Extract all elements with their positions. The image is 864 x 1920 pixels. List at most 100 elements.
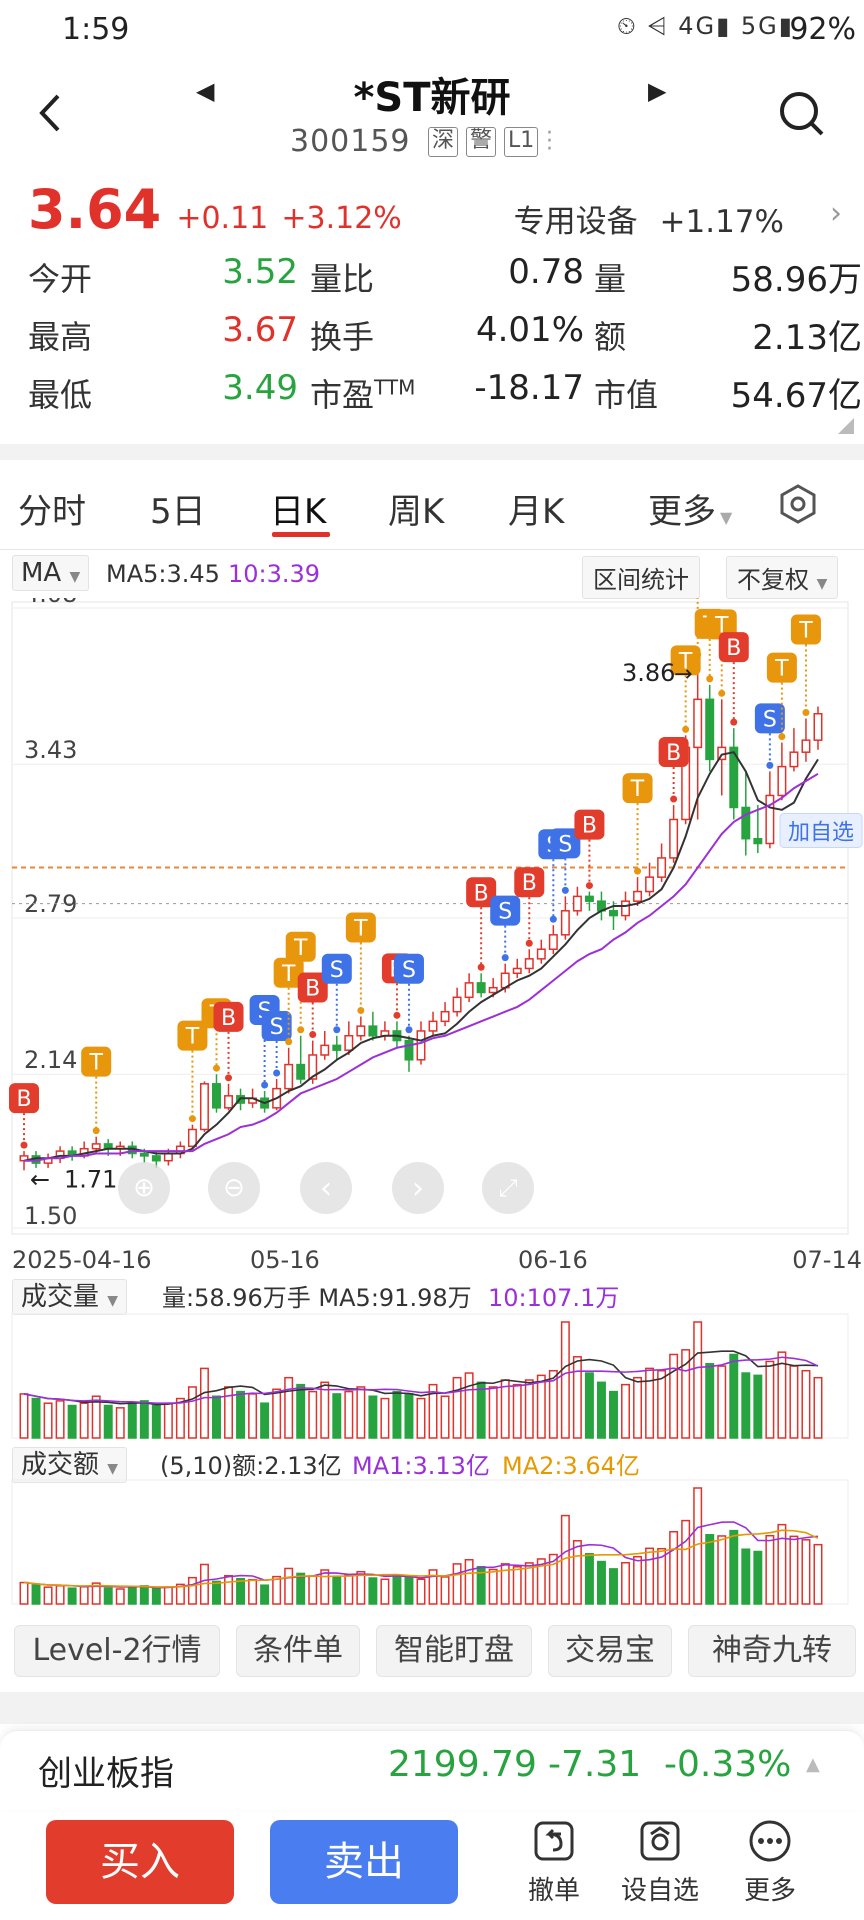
expand-up-icon[interactable]: ▲ bbox=[806, 1754, 820, 1775]
adjust-dropdown[interactable]: 不复权 ▼ bbox=[726, 556, 839, 599]
tab-more[interactable]: 更多 ▼ bbox=[648, 484, 732, 533]
volume-stats: 量:58.96万手 MA5:91.98万 bbox=[162, 1284, 472, 1312]
candle-body bbox=[693, 698, 703, 749]
volume-bar bbox=[248, 1393, 258, 1439]
signal-dot bbox=[634, 867, 642, 875]
volume-bar bbox=[332, 1393, 342, 1439]
pe-label: 市盈TTM bbox=[310, 370, 440, 416]
candle-body bbox=[163, 1152, 173, 1162]
expand-corner-icon[interactable] bbox=[838, 418, 854, 434]
scroll-left-icon bbox=[300, 1162, 352, 1214]
add-watch-label: 加自选 bbox=[788, 820, 854, 845]
signal-badge bbox=[177, 1020, 208, 1051]
volume-bar bbox=[440, 1395, 450, 1439]
amount-bar bbox=[79, 1586, 89, 1605]
signal-dot bbox=[405, 1026, 413, 1034]
candle-body bbox=[139, 1152, 149, 1157]
tab-daily-k[interactable]: 日K bbox=[270, 492, 327, 532]
more-icon bbox=[749, 1820, 791, 1862]
tab-smart-watch[interactable]: 智能盯盘 bbox=[376, 1625, 532, 1677]
amount-button[interactable]: 成交额 ▼ bbox=[12, 1447, 128, 1483]
index-name: 创业板指 bbox=[38, 1754, 174, 1794]
more-button[interactable]: 更多 bbox=[722, 1818, 818, 1907]
signal-badge-label: T bbox=[293, 936, 308, 961]
buy-button[interactable]: 买入 bbox=[46, 1820, 234, 1904]
ma-button[interactable]: MA ▼ bbox=[12, 555, 90, 591]
tab-weekly-k[interactable]: 周K bbox=[388, 492, 445, 532]
sell-button[interactable]: 卖出 bbox=[270, 1820, 458, 1904]
sector-link[interactable]: 专用设备 +1.17% bbox=[514, 196, 784, 241]
x-tick-label: 07-14 bbox=[792, 1246, 862, 1274]
signal-dot bbox=[273, 1069, 281, 1077]
prev-stock-icon[interactable]: ◀ bbox=[196, 77, 215, 105]
caret-down-icon: ▼ bbox=[107, 1461, 119, 1477]
range-stats-button[interactable]: 区间统计 bbox=[582, 556, 700, 599]
more-dots-icon[interactable]: · · · bbox=[546, 121, 553, 162]
amount-bar bbox=[356, 1570, 366, 1605]
tab-intraday[interactable]: 分时 bbox=[18, 492, 86, 532]
volume-bar bbox=[67, 1404, 77, 1439]
volume-dropdown[interactable]: 成交量 ▼ bbox=[12, 1276, 128, 1315]
tab-5day[interactable]: 5日 bbox=[150, 492, 206, 532]
signal-badge-label: S bbox=[498, 900, 512, 925]
candlestick-chart[interactable]: 4.083.432.792.141.50BTTTBSSTTBSTBSBSBSSB… bbox=[0, 598, 864, 1318]
settings-hex-icon[interactable] bbox=[778, 484, 818, 528]
zoom-out-glyph: ⊖ bbox=[223, 1173, 245, 1203]
amount-bar bbox=[572, 1540, 582, 1605]
volume-bar bbox=[344, 1390, 354, 1439]
signal-badge bbox=[766, 652, 797, 683]
tab-condition-order[interactable]: 条件单 bbox=[236, 1625, 360, 1677]
volume-bar bbox=[801, 1369, 811, 1439]
amount-bar bbox=[404, 1577, 414, 1605]
low-annotation-arrow: ← bbox=[30, 1166, 50, 1194]
y-tick-label: 2.14 bbox=[24, 1046, 77, 1074]
amount-bar bbox=[308, 1575, 318, 1605]
candle-body bbox=[476, 982, 486, 994]
volume-bar bbox=[236, 1390, 246, 1439]
candle-body bbox=[765, 794, 775, 845]
next-stock-icon[interactable]: ▶ bbox=[648, 77, 667, 105]
candle-body bbox=[151, 1155, 161, 1162]
amount-bar bbox=[380, 1578, 390, 1605]
tab-trade-treasure[interactable]: 交易宝 bbox=[548, 1625, 672, 1677]
volume-bar bbox=[79, 1402, 89, 1439]
signal-badge-label: B bbox=[474, 881, 489, 906]
candle-body bbox=[320, 1044, 330, 1056]
signal-badge bbox=[658, 737, 689, 768]
candle-body bbox=[512, 967, 522, 975]
index-ticker[interactable] bbox=[0, 1730, 864, 1810]
signal-badge-label: T bbox=[88, 1051, 103, 1076]
search-icon[interactable] bbox=[776, 88, 828, 140]
amount-bar bbox=[500, 1563, 510, 1605]
ma-dropdown[interactable]: MA ▼ bbox=[12, 555, 90, 591]
amount-bar bbox=[43, 1586, 53, 1605]
signal-badge-label: B bbox=[221, 1006, 236, 1031]
caret-down-icon: ▼ bbox=[107, 1293, 119, 1309]
volume-bar bbox=[392, 1390, 402, 1439]
volume-bar bbox=[777, 1351, 787, 1439]
volume-bar bbox=[608, 1390, 618, 1439]
tab-magic-nine[interactable]: 神奇九转 bbox=[688, 1625, 856, 1677]
price-change: +0.11 bbox=[176, 201, 269, 236]
set-watch-button[interactable]: 设自选 bbox=[612, 1818, 708, 1907]
volume-bar bbox=[428, 1383, 438, 1439]
tab-monthly-k[interactable]: 月K bbox=[508, 492, 565, 532]
amount-dropdown[interactable]: 成交额 ▼ bbox=[12, 1444, 128, 1483]
fullscreen-icon bbox=[482, 1162, 534, 1214]
section-divider bbox=[0, 1692, 864, 1724]
signal-dot bbox=[585, 882, 593, 890]
tag-market: 深 bbox=[428, 127, 459, 157]
signal-dot bbox=[682, 725, 690, 733]
amount-bar bbox=[608, 1568, 618, 1605]
amount-label: 额 bbox=[594, 318, 627, 356]
cancel-order-button[interactable]: 撤单 bbox=[506, 1818, 602, 1907]
tab-level2[interactable]: Level-2行情 bbox=[14, 1625, 220, 1677]
volume-bar bbox=[151, 1404, 161, 1439]
candle-body bbox=[332, 1044, 342, 1051]
amount-bar bbox=[139, 1585, 149, 1605]
chevron-right-icon[interactable]: › bbox=[830, 196, 842, 231]
amount-bar bbox=[789, 1535, 799, 1605]
back-icon[interactable] bbox=[32, 88, 72, 138]
battery-level: 92% bbox=[789, 12, 856, 47]
volume-button[interactable]: 成交量 ▼ bbox=[12, 1279, 128, 1315]
